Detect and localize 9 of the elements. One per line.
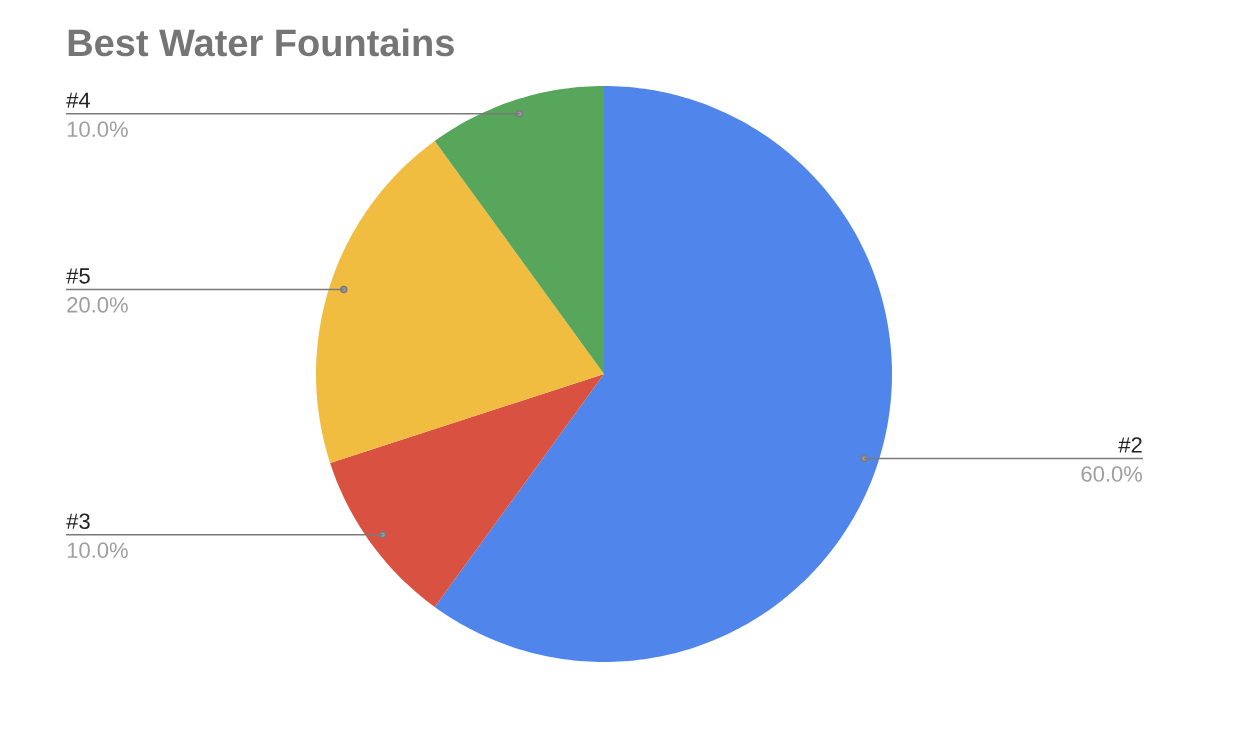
data-label: 10.0% [67,121,128,137]
slice-label: #2 [1118,437,1142,453]
chart-title: Best Water Fountains [68,28,454,57]
slice-label: #3 [66,513,90,530]
data-label: 20.0% [67,297,128,313]
data-label: 60.0% [1081,466,1143,482]
data-label: 10.0% [67,542,128,559]
slice-label: #4 [66,92,91,108]
slice-label: #5 [66,268,90,284]
